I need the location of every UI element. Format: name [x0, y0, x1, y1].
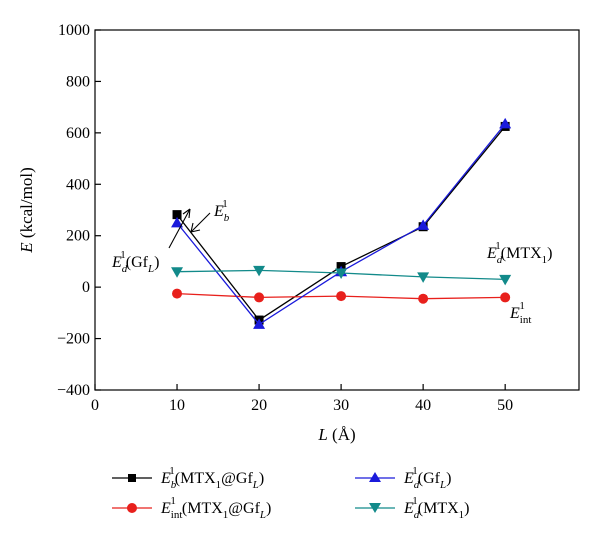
svg-text:Eint1(MTX1@GfL): Eint1 (MTX1@GfL)	[160, 495, 271, 521]
x-tick-label: 20	[251, 397, 267, 414]
data-point	[171, 267, 184, 278]
legend-item-eint: Eint1 (MTX1@GfL)	[112, 495, 271, 521]
x-tick-label: 50	[497, 397, 513, 414]
data-point	[417, 272, 430, 283]
svg-text:Eb1: Eb1	[213, 198, 230, 224]
y-axis-title: E (kcal/mol)	[17, 167, 36, 253]
legend: Eb1(MTX1@GfL) Eint1 (MTX1@GfL) Ed1(GfL) E…	[112, 465, 470, 521]
y-tick-label: 600	[66, 125, 90, 142]
y-tick-label: 0	[82, 279, 90, 296]
annotation-ed-gf: Ed1(GfL)	[111, 208, 191, 275]
annotation-ed-mtx: Ed1(MTX1)	[486, 240, 553, 266]
x-axis-title: L (Å)	[317, 425, 355, 444]
data-point	[254, 292, 265, 303]
x-tick-label: 0	[91, 397, 99, 414]
data-point	[172, 210, 182, 220]
y-tick-label: −200	[57, 331, 90, 348]
plot-area	[94, 29, 580, 391]
y-tick-label: 200	[66, 228, 90, 245]
annotation-eint: Eint1	[509, 300, 531, 326]
x-tick-label: 10	[169, 397, 185, 414]
data-point	[335, 268, 348, 279]
y-tick-label: 400	[66, 176, 90, 193]
x-tick-label: 40	[415, 397, 431, 414]
data-point	[253, 318, 266, 329]
y-tick-label: −400	[57, 382, 90, 399]
series-3	[171, 265, 512, 286]
legend-item-ed-mtx: Ed1(MTX1)	[355, 495, 470, 521]
svg-text:Eb1(MTX1@GfL): Eb1(MTX1@GfL)	[160, 465, 264, 491]
svg-text:Ed1(MTX1): Ed1(MTX1)	[486, 240, 553, 266]
y-tick-label: 800	[66, 73, 90, 90]
y-tick-label: 1000	[58, 22, 90, 39]
x-ticks: 0 10 20 30 40 50	[91, 384, 513, 414]
annotation-eb: Eb1	[190, 198, 230, 233]
svg-text:Eint1: Eint1	[509, 300, 531, 326]
svg-text:Ed1(MTX1): Ed1(MTX1)	[403, 495, 470, 521]
data-point	[499, 117, 512, 129]
x-tick-label: 30	[333, 397, 349, 414]
data-point	[336, 291, 347, 302]
series-layer	[171, 117, 512, 329]
legend-item-eb: Eb1(MTX1@GfL)	[112, 465, 264, 491]
svg-text:Ed1(GfL): Ed1(GfL)	[111, 249, 159, 275]
series-1	[172, 288, 511, 304]
data-point	[500, 292, 511, 303]
data-point	[418, 293, 429, 304]
data-point	[417, 219, 430, 230]
data-point	[172, 288, 183, 299]
data-point	[171, 216, 184, 228]
y-ticks: −400 −200 0 200 400 600 800 1000	[57, 22, 101, 399]
data-point	[253, 265, 266, 277]
legend-item-ed-gf: Ed1(GfL)	[355, 465, 451, 491]
data-point	[499, 274, 512, 286]
svg-text:Ed1(GfL): Ed1(GfL)	[403, 465, 451, 491]
